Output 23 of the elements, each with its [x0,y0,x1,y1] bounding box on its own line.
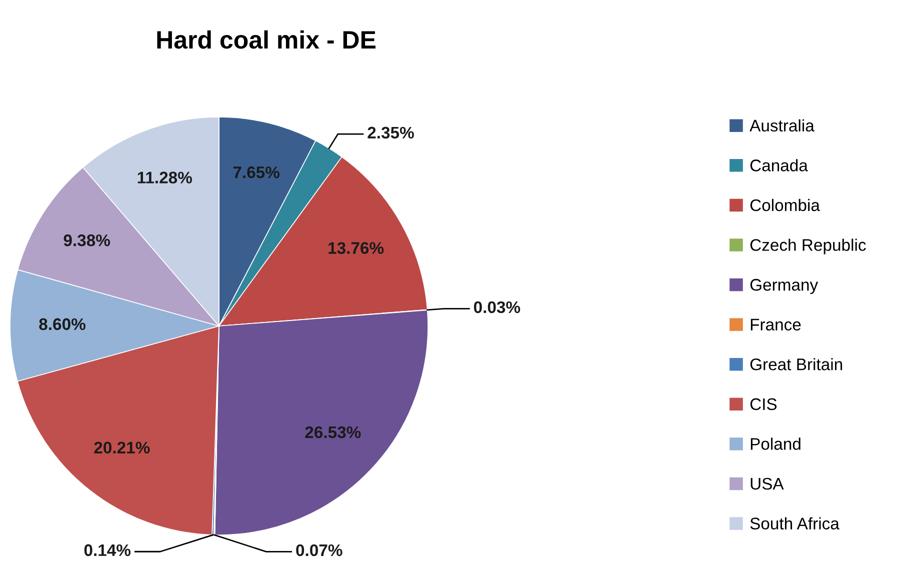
data-label: 0.07% [296,544,342,556]
data-label: 8.60% [39,318,86,330]
data-label: 0.03% [474,301,520,314]
legend-label: USA [750,478,784,490]
legend-label: Great Britain [750,358,842,370]
legend-label: France [750,318,801,331]
data-label: 11.28% [138,172,192,184]
legend-label: Germany [750,278,818,294]
legend-label: Canada [750,159,808,172]
data-label: 0.14% [84,544,131,556]
data-label: 13.76% [328,242,384,254]
data-label: 2.35% [368,126,414,139]
data-label: 26.53% [305,426,361,438]
data-label: 20.21% [94,442,150,454]
legend-label: CIS [750,398,777,410]
data-label: 7.65% [233,166,280,178]
legend-label: Colombia [750,198,820,212]
chart-title: Hard coal mix - DE [157,30,376,49]
legend-label: South Africa [750,517,840,530]
legend-label: Czech Republic [750,238,866,254]
legend-label: Poland [750,438,800,450]
legend-label: Australia [750,119,814,132]
data-label: 9.38% [64,234,110,246]
